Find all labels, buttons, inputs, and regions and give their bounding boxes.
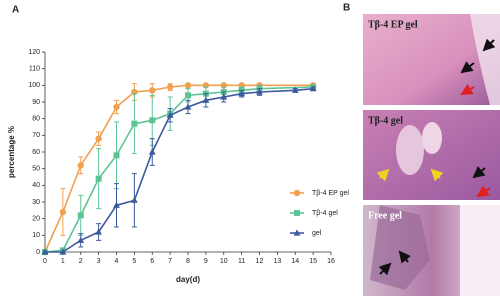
panel-label: A [12, 5, 19, 16]
arrow [460, 61, 475, 74]
x-tick-label: 7 [168, 258, 172, 265]
arrow [376, 168, 390, 182]
y-tick-label: 50 [32, 166, 40, 173]
x-tick-label: 16 [327, 258, 335, 265]
point [130, 196, 138, 203]
x-tick-label: 9 [204, 258, 208, 265]
point [149, 117, 156, 124]
point [291, 86, 299, 93]
point [77, 212, 84, 219]
legend-label: Tβ-4 EP gel [312, 190, 349, 197]
point [148, 148, 156, 155]
x-tick-label: 15 [309, 258, 317, 265]
point [166, 83, 174, 91]
x-tick-label: 13 [273, 258, 281, 265]
x-tick-label: 1 [61, 258, 65, 265]
point [131, 120, 138, 127]
x-tick-label: 5 [132, 258, 136, 265]
y-tick-label: 10 [32, 232, 40, 239]
point [184, 103, 192, 110]
background [460, 205, 500, 296]
vacuole [422, 122, 442, 154]
x-tick-label: 0 [43, 258, 47, 265]
point [113, 152, 120, 159]
arrow [378, 262, 392, 276]
y-tick-label: 0 [36, 249, 40, 256]
series-line [45, 87, 314, 253]
point [166, 111, 174, 118]
x-tick-label: 14 [291, 258, 299, 265]
legend-label: gel [312, 230, 322, 237]
point [95, 175, 102, 182]
x-axis-label: day(d) [176, 275, 200, 284]
tissue-edge [470, 14, 500, 105]
y-tick-label: 70 [32, 132, 40, 139]
point [95, 228, 103, 235]
y-tick-label: 60 [32, 149, 40, 156]
x-tick-label: 11 [238, 258, 245, 265]
arrow [460, 83, 475, 96]
point [309, 85, 317, 92]
point [202, 96, 210, 103]
arrow [472, 166, 486, 179]
legend-label: Tβ-4 gel [312, 210, 338, 217]
y-tick-label: 30 [32, 199, 40, 206]
y-tick-label: 90 [32, 99, 40, 106]
arrow [430, 168, 444, 182]
arrow [476, 185, 491, 198]
y-tick-label: 20 [32, 216, 40, 223]
y-axis-label: percentage % [7, 126, 16, 178]
x-tick-label: 2 [79, 258, 83, 265]
point [185, 92, 191, 99]
point [294, 210, 300, 216]
point [77, 162, 84, 169]
x-tick-label: 10 [220, 258, 228, 265]
point [149, 87, 156, 94]
point [220, 93, 228, 100]
point [59, 248, 67, 255]
point [293, 229, 301, 236]
arrow [482, 38, 496, 52]
arrow [398, 250, 411, 264]
point [95, 135, 102, 142]
vacuole [396, 125, 424, 175]
x-tick-label: 6 [150, 258, 154, 265]
y-tick-label: 40 [32, 182, 40, 189]
x-tick-label: 12 [256, 258, 264, 265]
point [256, 88, 263, 95]
y-tick-label: 110 [29, 66, 40, 73]
image-label: Free gel [368, 210, 402, 221]
x-tick-label: 3 [97, 258, 101, 265]
image-label: Tβ-4 gel [368, 115, 403, 126]
point [293, 189, 301, 197]
point [77, 236, 85, 243]
point [238, 90, 246, 97]
point [41, 248, 49, 255]
image-label: Tβ-4 EP gel [368, 19, 418, 30]
x-tick-label: 8 [186, 258, 190, 265]
panel-label: B [343, 3, 350, 14]
y-tick-label: 100 [28, 82, 40, 89]
point [59, 208, 67, 216]
point [184, 82, 192, 89]
point [113, 201, 120, 208]
histology-images: Tβ-4 EP gel Tβ-4 gel Free gel [363, 14, 500, 296]
y-tick-label: 80 [32, 116, 40, 123]
point [113, 103, 120, 111]
x-tick-label: 4 [115, 258, 119, 265]
y-tick-label: 120 [28, 49, 40, 56]
